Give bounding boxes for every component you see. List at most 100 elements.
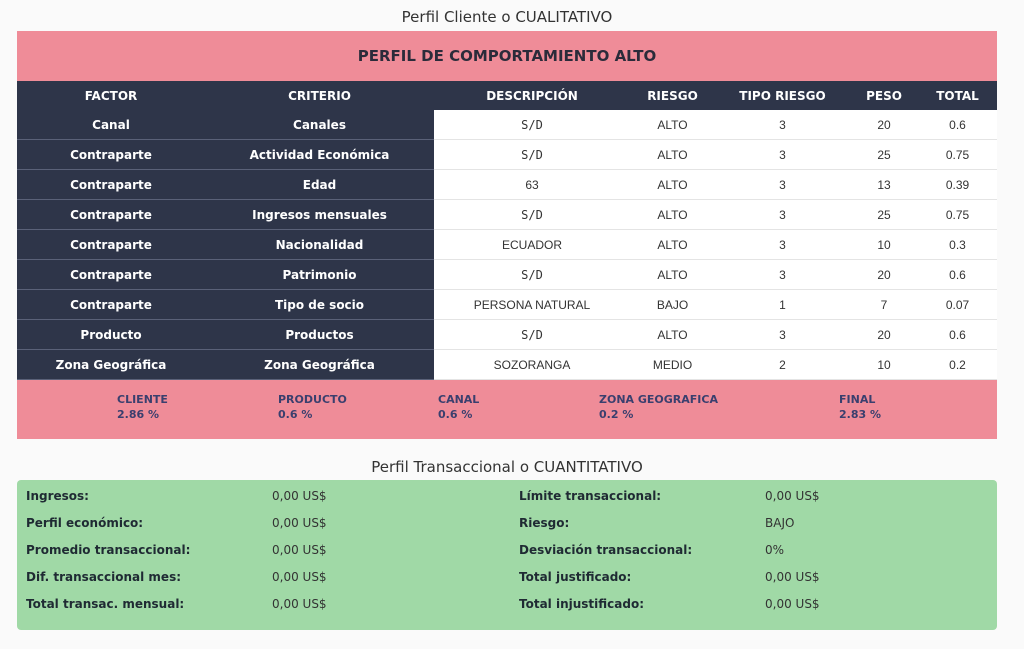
cell-total: 0.75: [918, 139, 997, 170]
cell-tipo-riesgo: 3: [715, 169, 850, 200]
cell-riesgo: ALTO: [630, 169, 715, 200]
header-total: TOTAL: [918, 81, 997, 110]
quant-row: Promedio transaccional: 0,00 US$ Desviac…: [17, 543, 997, 561]
header-tipo-riesgo: TIPO RIESGO: [715, 81, 850, 110]
table-row: Zona Geográfica Zona Geográfica SOZORANG…: [17, 349, 997, 380]
cell-peso: 10: [850, 349, 918, 380]
cell-factor: Zona Geográfica: [17, 349, 205, 380]
quant-label: Total transac. mensual:: [26, 597, 185, 611]
banner-level: ALTO: [614, 47, 657, 65]
quant-value: 0,00 US$: [272, 543, 327, 557]
risk-factor-table: FACTOR CRITERIO DESCRIPCIÓN RIESGO TIPO …: [17, 81, 997, 380]
cell-peso: 10: [850, 229, 918, 260]
summary-label: ZONA GEOGRAFICA: [599, 393, 718, 406]
summary-zona-geografica: ZONA GEOGRAFICA 0.2 %: [599, 393, 718, 421]
summary-cliente: CLIENTE 2.86 %: [117, 393, 168, 421]
cell-peso: 20: [850, 259, 918, 290]
cell-factor: Contraparte: [17, 199, 205, 230]
quant-label: Ingresos:: [26, 489, 89, 503]
header-peso: PESO: [850, 81, 918, 110]
cell-descripcion: 63: [434, 169, 630, 200]
cell-total: 0.75: [918, 199, 997, 230]
cell-tipo-riesgo: 2: [715, 349, 850, 380]
cell-factor: Contraparte: [17, 289, 205, 320]
quant-value: 0,00 US$: [765, 570, 820, 584]
cell-tipo-riesgo: 3: [715, 319, 850, 350]
quant-label: Promedio transaccional:: [26, 543, 191, 557]
table-row: Canal Canales S/D ALTO 3 20 0.6: [17, 110, 997, 140]
cell-riesgo: ALTO: [630, 229, 715, 260]
cell-peso: 13: [850, 169, 918, 200]
quant-value: 0,00 US$: [272, 489, 327, 503]
cell-total: 0.3: [918, 229, 997, 260]
profile-summary-bar: CLIENTE 2.86 % PRODUCTO 0.6 % CANAL 0.6 …: [17, 380, 997, 439]
cell-total: 0.2: [918, 349, 997, 380]
qualitative-profile-panel: PERFIL DE COMPORTAMIENTO ALTO FACTOR CRI…: [17, 31, 997, 439]
cell-total: 0.6: [918, 259, 997, 290]
cell-peso: 25: [850, 139, 918, 170]
quant-label: Límite transaccional:: [519, 489, 662, 503]
summary-value: 2.86 %: [117, 408, 159, 421]
quant-row: Ingresos: 0,00 US$ Límite transaccional:…: [17, 489, 997, 507]
quant-label: Perfil económico:: [26, 516, 144, 530]
cell-criterio: Tipo de socio: [205, 289, 434, 320]
table-row: Producto Productos S/D ALTO 3 20 0.6: [17, 319, 997, 350]
table-row: Contraparte Edad 63 ALTO 3 13 0.39: [17, 169, 997, 200]
summary-canal: CANAL 0.6 %: [438, 393, 479, 421]
cell-factor: Contraparte: [17, 169, 205, 200]
quant-label: Riesgo:: [519, 516, 570, 530]
quant-label: Total injustificado:: [519, 597, 645, 611]
quant-value: 0,00 US$: [765, 597, 820, 611]
header-criterio: CRITERIO: [205, 81, 434, 110]
cell-tipo-riesgo: 3: [715, 259, 850, 290]
cell-descripcion: S/D: [434, 139, 630, 170]
cell-riesgo: ALTO: [630, 139, 715, 170]
table-header-row: FACTOR CRITERIO DESCRIPCIÓN RIESGO TIPO …: [17, 81, 997, 110]
header-factor: FACTOR: [17, 81, 205, 110]
cell-descripcion: S/D: [434, 199, 630, 230]
summary-value: 0.6 %: [438, 408, 473, 421]
cell-descripcion: SOZORANGA: [434, 349, 630, 380]
cell-riesgo: ALTO: [630, 259, 715, 290]
cell-total: 0.07: [918, 289, 997, 320]
table-row: Contraparte Patrimonio S/D ALTO 3 20 0.6: [17, 259, 997, 290]
cell-peso: 20: [850, 110, 918, 140]
header-riesgo: RIESGO: [630, 81, 715, 110]
cell-riesgo: ALTO: [630, 199, 715, 230]
cell-tipo-riesgo: 3: [715, 139, 850, 170]
cell-tipo-riesgo: 1: [715, 289, 850, 320]
cell-total: 0.6: [918, 110, 997, 140]
summary-label: CLIENTE: [117, 393, 168, 406]
cell-peso: 7: [850, 289, 918, 320]
cell-factor: Contraparte: [17, 229, 205, 260]
cell-criterio: Edad: [205, 169, 434, 200]
quant-label: Desviación transaccional:: [519, 543, 693, 557]
table-row: Contraparte Nacionalidad ECUADOR ALTO 3 …: [17, 229, 997, 260]
cell-peso: 20: [850, 319, 918, 350]
cell-criterio: Actividad Económica: [205, 139, 434, 170]
qualitative-section-title: Perfil Cliente o CUALITATIVO: [401, 8, 613, 26]
cell-factor: Canal: [17, 110, 205, 140]
cell-riesgo: ALTO: [630, 110, 715, 140]
cell-factor: Contraparte: [17, 259, 205, 290]
summary-value: 2.83 %: [839, 408, 881, 421]
quantitative-section-title: Perfil Transaccional o CUANTITATIVO: [371, 458, 643, 476]
cell-factor: Producto: [17, 319, 205, 350]
cell-total: 0.39: [918, 169, 997, 200]
table-row: Contraparte Ingresos mensuales S/D ALTO …: [17, 199, 997, 230]
quant-row: Dif. transaccional mes: 0,00 US$ Total j…: [17, 570, 997, 588]
quant-value: 0,00 US$: [272, 570, 327, 584]
banner-prefix: PERFIL DE COMPORTAMIENTO: [357, 47, 615, 65]
cell-tipo-riesgo: 3: [715, 229, 850, 260]
cell-total: 0.6: [918, 319, 997, 350]
cell-tipo-riesgo: 3: [715, 110, 850, 140]
cell-riesgo: MEDIO: [630, 349, 715, 380]
quant-value: BAJO: [765, 516, 795, 530]
summary-label: CANAL: [438, 393, 480, 406]
table-row: Contraparte Tipo de socio PERSONA NATURA…: [17, 289, 997, 320]
quant-row: Perfil económico: 0,00 US$ Riesgo: BAJO: [17, 516, 997, 534]
summary-label: PRODUCTO: [278, 393, 347, 406]
cell-riesgo: ALTO: [630, 319, 715, 350]
cell-tipo-riesgo: 3: [715, 199, 850, 230]
cell-riesgo: BAJO: [630, 289, 715, 320]
